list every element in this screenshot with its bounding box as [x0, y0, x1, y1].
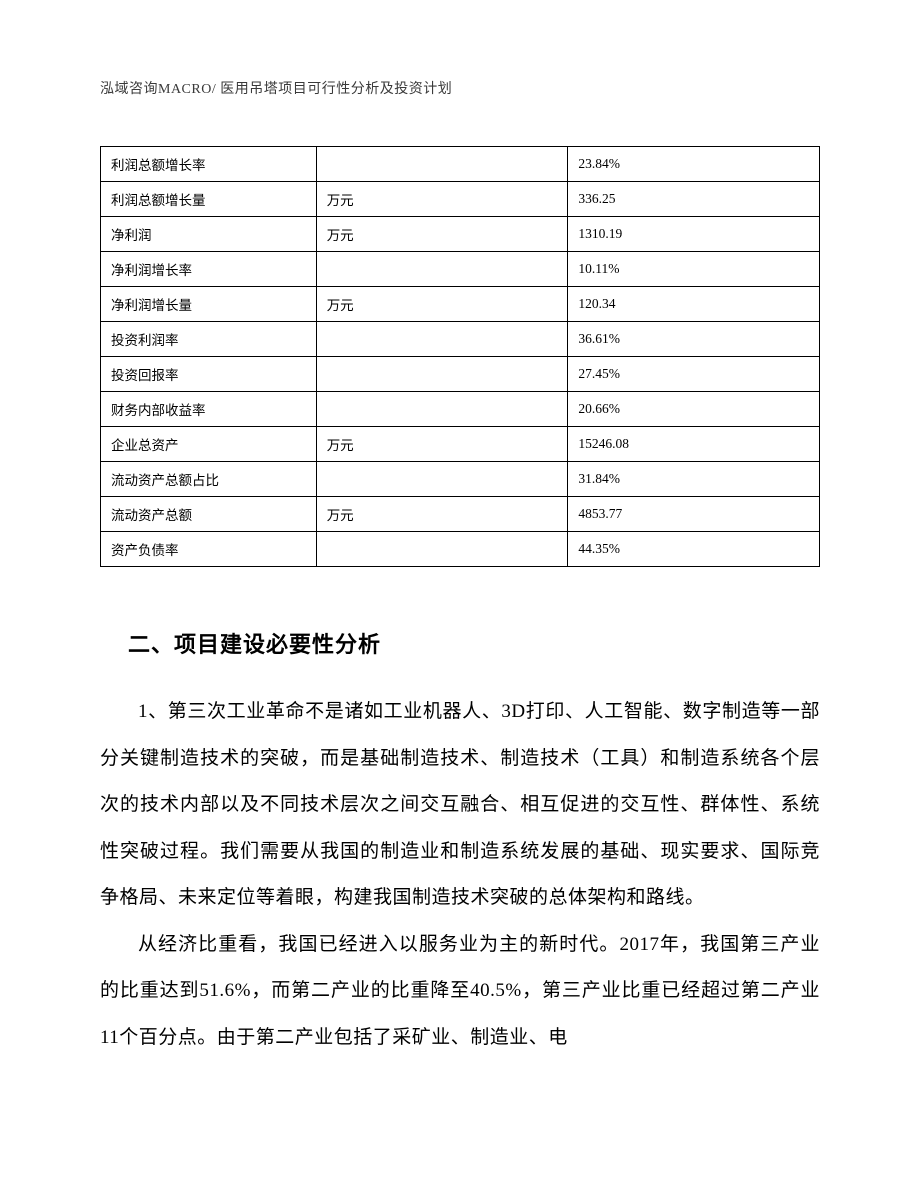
- table-row: 流动资产总额占比 31.84%: [101, 462, 820, 497]
- metric-value: 36.61%: [568, 322, 820, 357]
- metric-value: 27.45%: [568, 357, 820, 392]
- metric-value: 44.35%: [568, 532, 820, 567]
- table-row: 利润总额增长量万元336.25: [101, 182, 820, 217]
- metric-value: 31.84%: [568, 462, 820, 497]
- metric-value: 1310.19: [568, 217, 820, 252]
- table-row: 财务内部收益率 20.66%: [101, 392, 820, 427]
- table-row: 流动资产总额万元4853.77: [101, 497, 820, 532]
- metric-label: 流动资产总额: [101, 497, 317, 532]
- metric-unit: 万元: [316, 497, 568, 532]
- table-row: 企业总资产万元15246.08: [101, 427, 820, 462]
- metric-unit: [316, 322, 568, 357]
- metric-label: 企业总资产: [101, 427, 317, 462]
- metric-value: 15246.08: [568, 427, 820, 462]
- metric-unit: [316, 532, 568, 567]
- metric-label: 净利润: [101, 217, 317, 252]
- metric-label: 投资回报率: [101, 357, 317, 392]
- metric-label: 财务内部收益率: [101, 392, 317, 427]
- metric-unit: 万元: [316, 287, 568, 322]
- metric-value: 10.11%: [568, 252, 820, 287]
- metric-unit: [316, 252, 568, 287]
- metric-value: 336.25: [568, 182, 820, 217]
- body-paragraph-2: 从经济比重看，我国已经进入以服务业为主的新时代。2017年，我国第三产业的比重达…: [100, 922, 820, 1062]
- metric-value: 20.66%: [568, 392, 820, 427]
- metric-label: 流动资产总额占比: [101, 462, 317, 497]
- table-row: 投资回报率 27.45%: [101, 357, 820, 392]
- table-row: 净利润万元1310.19: [101, 217, 820, 252]
- metric-unit: [316, 392, 568, 427]
- metric-unit: [316, 462, 568, 497]
- metric-unit: [316, 147, 568, 182]
- metric-label: 净利润增长量: [101, 287, 317, 322]
- table-row: 净利润增长率 10.11%: [101, 252, 820, 287]
- document-page: 泓域咨询MACRO/ 医用吊塔项目可行性分析及投资计划 利润总额增长率 23.84…: [0, 0, 920, 1141]
- metric-value: 4853.77: [568, 497, 820, 532]
- table-row: 投资利润率 36.61%: [101, 322, 820, 357]
- metric-unit: 万元: [316, 427, 568, 462]
- metric-label: 利润总额增长率: [101, 147, 317, 182]
- financial-metrics-table: 利润总额增长率23.84%利润总额增长量万元336.25净利润万元1310.19…: [100, 146, 820, 567]
- metric-value: 120.34: [568, 287, 820, 322]
- table-row: 资产负债率 44.35%: [101, 532, 820, 567]
- metric-unit: [316, 357, 568, 392]
- metric-label: 净利润增长率: [101, 252, 317, 287]
- metric-value: 23.84%: [568, 147, 820, 182]
- body-paragraph-1: 1、第三次工业革命不是诸如工业机器人、3D打印、人工智能、数字制造等一部分关键制…: [100, 689, 820, 922]
- metric-label: 投资利润率: [101, 322, 317, 357]
- table-row: 利润总额增长率 23.84%: [101, 147, 820, 182]
- page-header: 泓域咨询MACRO/ 医用吊塔项目可行性分析及投资计划: [100, 78, 820, 98]
- metric-unit: 万元: [316, 217, 568, 252]
- metric-label: 利润总额增长量: [101, 182, 317, 217]
- table-row: 净利润增长量万元120.34: [101, 287, 820, 322]
- metric-label: 资产负债率: [101, 532, 317, 567]
- metric-unit: 万元: [316, 182, 568, 217]
- section-heading: 二、项目建设必要性分析: [128, 627, 820, 659]
